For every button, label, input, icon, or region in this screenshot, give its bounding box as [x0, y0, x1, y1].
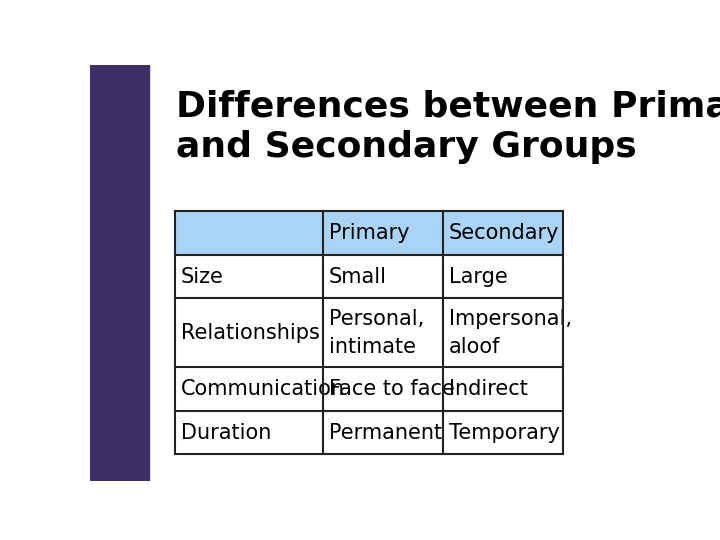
- Bar: [323, 255, 444, 299]
- Text: Relationships: Relationships: [181, 323, 320, 343]
- Bar: [176, 411, 323, 454]
- Bar: [444, 299, 563, 367]
- Bar: [444, 367, 563, 411]
- Text: Temporary: Temporary: [449, 423, 559, 443]
- Bar: [176, 255, 323, 299]
- Bar: [90, 65, 148, 481]
- Text: Large: Large: [449, 267, 508, 287]
- Text: Face to face: Face to face: [329, 379, 455, 399]
- Bar: [176, 367, 323, 411]
- Bar: [323, 211, 444, 255]
- Text: Primary: Primary: [329, 223, 410, 243]
- Bar: [323, 411, 444, 454]
- Text: Duration: Duration: [181, 423, 271, 443]
- Bar: [444, 411, 563, 454]
- Text: Differences between Primary
and Secondary Groups: Differences between Primary and Secondar…: [176, 90, 720, 165]
- Text: Communication: Communication: [181, 379, 345, 399]
- Text: Small: Small: [329, 267, 387, 287]
- Text: Personal,
intimate: Personal, intimate: [329, 309, 424, 357]
- Text: Permanent: Permanent: [329, 423, 442, 443]
- Bar: [323, 367, 444, 411]
- Bar: [444, 211, 563, 255]
- Bar: [323, 299, 444, 367]
- Text: Size: Size: [181, 267, 224, 287]
- Text: Impersonal,
aloof: Impersonal, aloof: [449, 309, 572, 357]
- Bar: [176, 211, 323, 255]
- Bar: [176, 299, 323, 367]
- Text: Secondary: Secondary: [449, 223, 559, 243]
- Text: Indirect: Indirect: [449, 379, 528, 399]
- Bar: [444, 255, 563, 299]
